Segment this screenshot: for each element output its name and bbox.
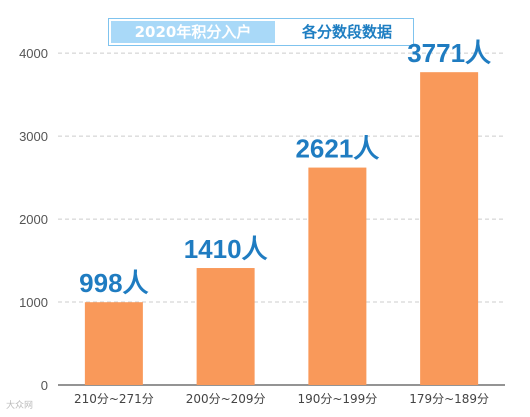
x-tick-label: 210分~271分 (74, 392, 154, 406)
title-left: 2020年积分入户 (111, 21, 275, 43)
y-tick-label: 3000 (19, 129, 48, 144)
y-tick-label: 0 (41, 378, 48, 393)
y-tick-label: 4000 (19, 46, 48, 61)
bar (420, 72, 479, 385)
x-tick-label: 200分~209分 (186, 392, 266, 406)
data-label: 998人 (79, 268, 148, 298)
data-label: 1410人 (184, 234, 268, 264)
x-tick-label: 190分~199分 (297, 392, 377, 406)
y-tick-label: 2000 (19, 212, 48, 227)
title-right: 各分数段数据 (301, 23, 392, 41)
watermark: 大众网 (6, 401, 34, 411)
x-tick-label: 179分~189分 (409, 392, 489, 406)
data-label: 2621人 (295, 134, 379, 164)
y-tick-label: 1000 (19, 295, 48, 310)
bar (308, 167, 367, 385)
bar (196, 268, 255, 385)
data-label: 3771人 (407, 38, 491, 68)
bar (84, 302, 143, 385)
title-banner: 2020年积分入户 各分数段数据 (108, 18, 414, 46)
